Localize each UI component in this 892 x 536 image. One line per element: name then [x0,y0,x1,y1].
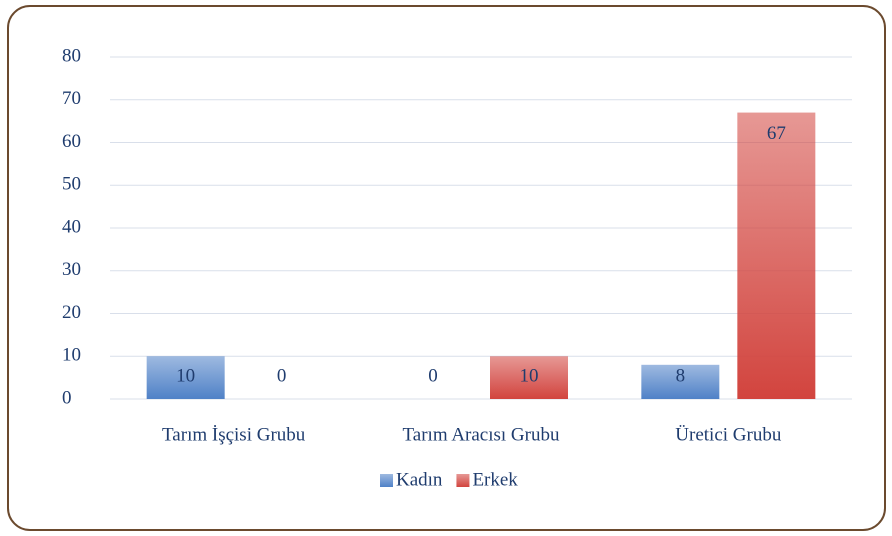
data-label: 8 [676,365,686,386]
x-tick-label: Tarım İşçisi Grubu [162,424,306,445]
y-tick-label: 50 [62,174,81,195]
y-tick-label: 10 [62,345,81,366]
y-tick-label: 60 [62,131,81,152]
bar [146,356,225,399]
y-tick-label: 0 [62,387,72,408]
data-label: 0 [428,365,438,386]
x-tick-label: Üretici Grubu [675,424,782,445]
legend-marker [380,474,393,487]
bar [737,112,816,399]
data-label: 67 [767,123,786,144]
y-tick-label: 40 [62,216,81,237]
y-tick-label: 30 [62,259,81,280]
bar [641,364,720,399]
bar [490,356,568,399]
y-tick-label: 70 [62,88,81,109]
y-tick-label: 80 [62,45,81,66]
data-label: 10 [520,365,539,386]
legend-label: Erkek [472,469,518,490]
legend-label: Kadın [396,469,443,490]
x-tick-label: Tarım Aracısı Grubu [403,424,560,445]
legend-marker [456,474,470,487]
y-tick-label: 20 [62,302,81,323]
data-label: 0 [277,365,287,386]
data-label: 10 [176,365,195,386]
